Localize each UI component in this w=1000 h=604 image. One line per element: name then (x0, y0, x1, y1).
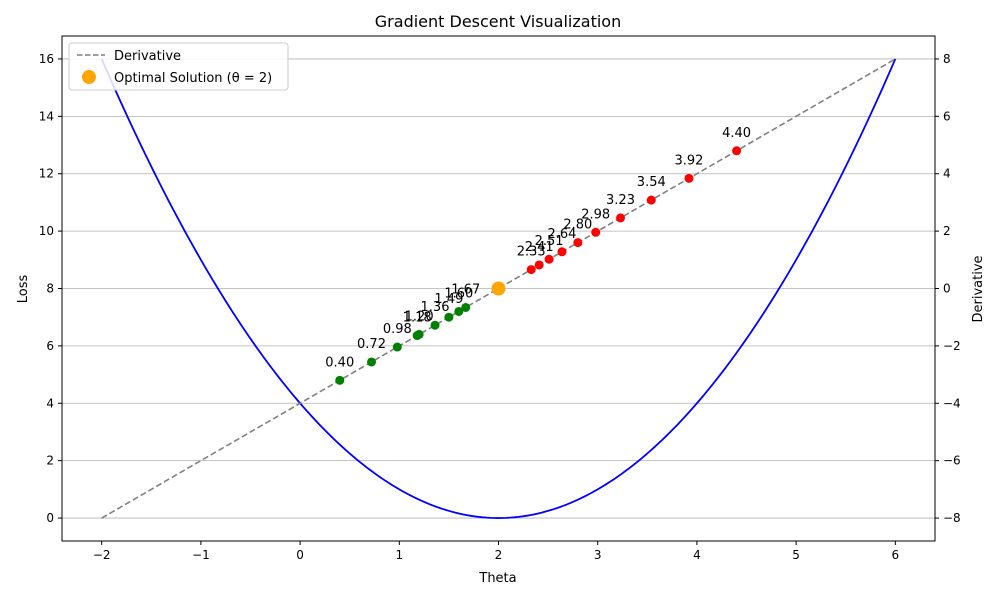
x-tick-label: 5 (792, 548, 800, 562)
legend-box (68, 42, 289, 91)
x-tick-label: −1 (192, 548, 210, 562)
point-left-label: 0.72 (357, 337, 386, 352)
point-right-label: 2.33 (517, 245, 546, 260)
y2-tick-label: 2 (943, 224, 951, 238)
point-left-label: 1.49 (434, 292, 463, 307)
y-tick-label: 14 (39, 109, 54, 123)
y2-tick-label: 6 (943, 109, 951, 123)
point-right-marker (684, 173, 694, 183)
y-tick-label: 8 (46, 282, 54, 296)
point-left-marker (367, 357, 377, 367)
point-right-marker (557, 247, 567, 257)
point-right-marker (573, 238, 583, 248)
point-right-label: 2.64 (548, 227, 577, 242)
chart-title: Gradient Descent Visualization (375, 12, 621, 31)
y2-tick-label: −6 (943, 454, 961, 468)
point-right-label: 4.40 (722, 126, 751, 141)
y-tick-label: 4 (46, 396, 54, 410)
point-right-marker (732, 146, 742, 156)
y-tick-label: 12 (39, 167, 54, 181)
x-tick-label: 6 (891, 548, 899, 562)
x-tick-label: −2 (93, 548, 111, 562)
y-axis-label: Loss (16, 275, 31, 304)
y-tick-label: 16 (39, 52, 54, 66)
point-left-label: 1.60 (444, 286, 473, 301)
x-axis: −2 −1 0 1 2 3 4 5 6 (93, 541, 899, 562)
point-right-label: 2.51 (535, 234, 564, 249)
x-tick-label: 1 (395, 548, 403, 562)
point-right-marker (591, 227, 601, 237)
point-left-label: 1.18 (403, 311, 432, 326)
point-left-marker (414, 329, 424, 339)
x-tick-label: 4 (693, 548, 701, 562)
x-tick-label: 2 (495, 548, 503, 562)
point-left-marker (461, 302, 471, 312)
legend-derivative-label: Derivative (114, 49, 181, 64)
y2-tick-label: −8 (943, 511, 961, 525)
point-left-label: 0.98 (383, 322, 412, 337)
y-tick-label: 10 (39, 224, 54, 238)
legend-optimal-swatch (82, 70, 96, 84)
plot-series (100, 58, 897, 519)
point-left-label: 0.40 (325, 355, 354, 370)
optimal-solution-marker (491, 281, 506, 296)
y2-axis-label: Derivative (971, 255, 986, 322)
y-tick-label: 6 (46, 339, 54, 353)
y-tick-label: 2 (46, 454, 54, 468)
y2-tick-label: −4 (943, 396, 961, 410)
point-left-marker (392, 342, 402, 352)
point-right-marker (646, 195, 656, 205)
point-left-marker (444, 312, 454, 322)
y-axis-left: 0 2 4 6 8 10 12 14 16 (39, 52, 62, 525)
point-right-marker (534, 260, 544, 270)
point-right-label: 2.98 (581, 207, 610, 222)
loss-curve (100, 58, 897, 519)
point-right-label: 3.54 (637, 175, 666, 190)
iteration-points (335, 146, 742, 385)
x-tick-label: 3 (594, 548, 602, 562)
y-axis-right: −8 −6 −4 −2 0 2 4 6 8 (935, 52, 961, 525)
point-left-label: 1.67 (451, 282, 480, 297)
point-left-label: 1.36 (421, 300, 450, 315)
y2-tick-label: 4 (943, 167, 951, 181)
y2-tick-label: 8 (943, 52, 951, 66)
legend: Derivative Optimal Solution (θ = 2) (68, 42, 289, 91)
point-right-label: 2.41 (525, 240, 554, 255)
point-right-marker (616, 213, 626, 223)
point-right-label: 2.80 (563, 218, 592, 233)
point-left-label: 1.20 (405, 309, 434, 324)
y2-tick-label: 0 (943, 282, 951, 296)
point-right-marker (544, 254, 554, 264)
x-axis-label: Theta (478, 571, 516, 586)
point-left-marker (454, 306, 464, 316)
y2-tick-label: −2 (943, 339, 961, 353)
legend-optimal-label: Optimal Solution (θ = 2) (114, 71, 272, 86)
point-left-marker (335, 375, 345, 385)
y-tick-label: 0 (46, 511, 54, 525)
point-right-marker (526, 265, 536, 275)
x-tick-label: 0 (296, 548, 304, 562)
point-right-label: 3.23 (606, 193, 635, 208)
point-labels: 0.400.720.981.181.201.361.491.601.67 4.40… (325, 126, 751, 371)
point-right-label: 3.92 (674, 153, 703, 168)
point-left-marker (430, 320, 440, 330)
